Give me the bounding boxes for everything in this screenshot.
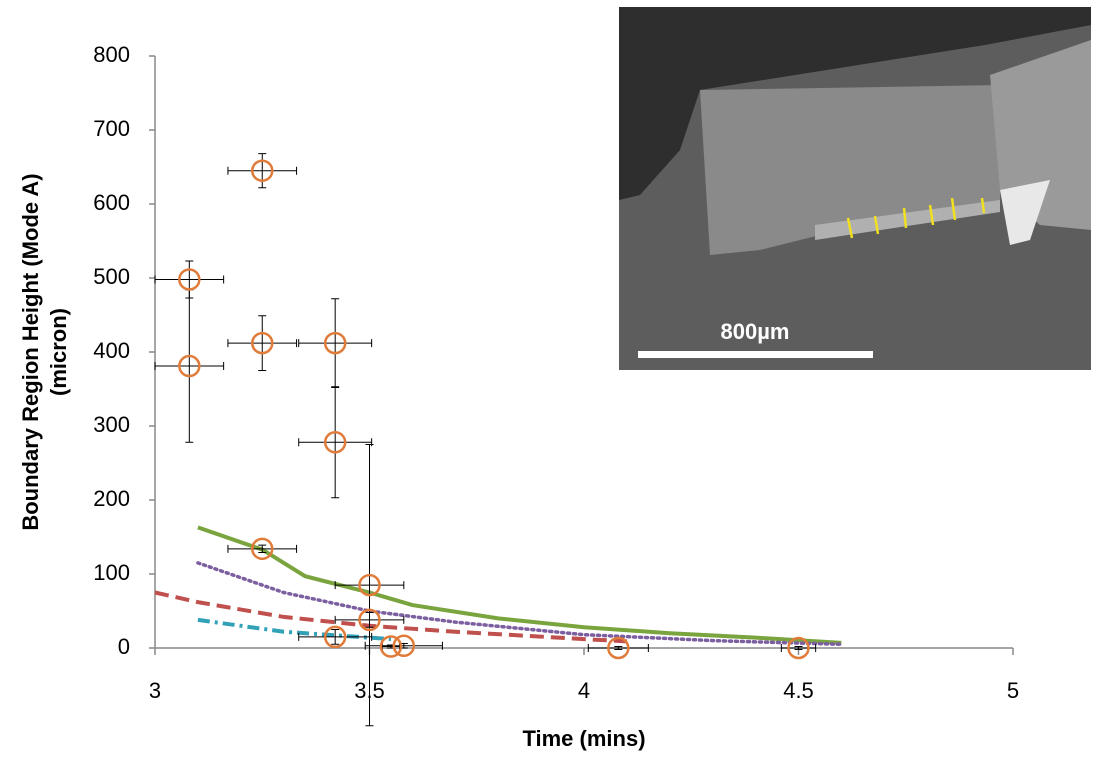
y-tick-label: 700	[93, 116, 130, 141]
line	[198, 620, 391, 639]
y-tick-label: 600	[93, 190, 130, 215]
x-tick-label: 3	[149, 678, 161, 703]
x-tick-label: 4.5	[783, 678, 814, 703]
line	[198, 527, 842, 642]
x-error-bar	[382, 643, 399, 651]
y-tick-label: 400	[93, 338, 130, 363]
y-axis-label: Boundary Region Height (Mode A)	[18, 173, 43, 530]
y-tick-label: 0	[118, 634, 130, 659]
y-tick-label: 200	[93, 486, 130, 511]
y-tick-label: 100	[93, 560, 130, 585]
scale-label: 800µm	[721, 319, 790, 344]
y-tick-label: 800	[93, 42, 130, 67]
x-error-bar	[588, 644, 648, 652]
inset-image: 800µm	[619, 7, 1091, 370]
y-tick-label: 300	[93, 412, 130, 437]
y-tick-label: 500	[93, 264, 130, 289]
line	[198, 563, 842, 644]
scale-bar	[638, 351, 873, 358]
x-tick-label: 5	[1007, 678, 1019, 703]
y-axis-label: (micron)	[46, 308, 71, 396]
x-tick-label: 4	[578, 678, 590, 703]
chart: 800µm Time (mins) Boundary Region Height…	[0, 0, 1102, 759]
x-axis-label: Time (mins)	[522, 726, 645, 751]
